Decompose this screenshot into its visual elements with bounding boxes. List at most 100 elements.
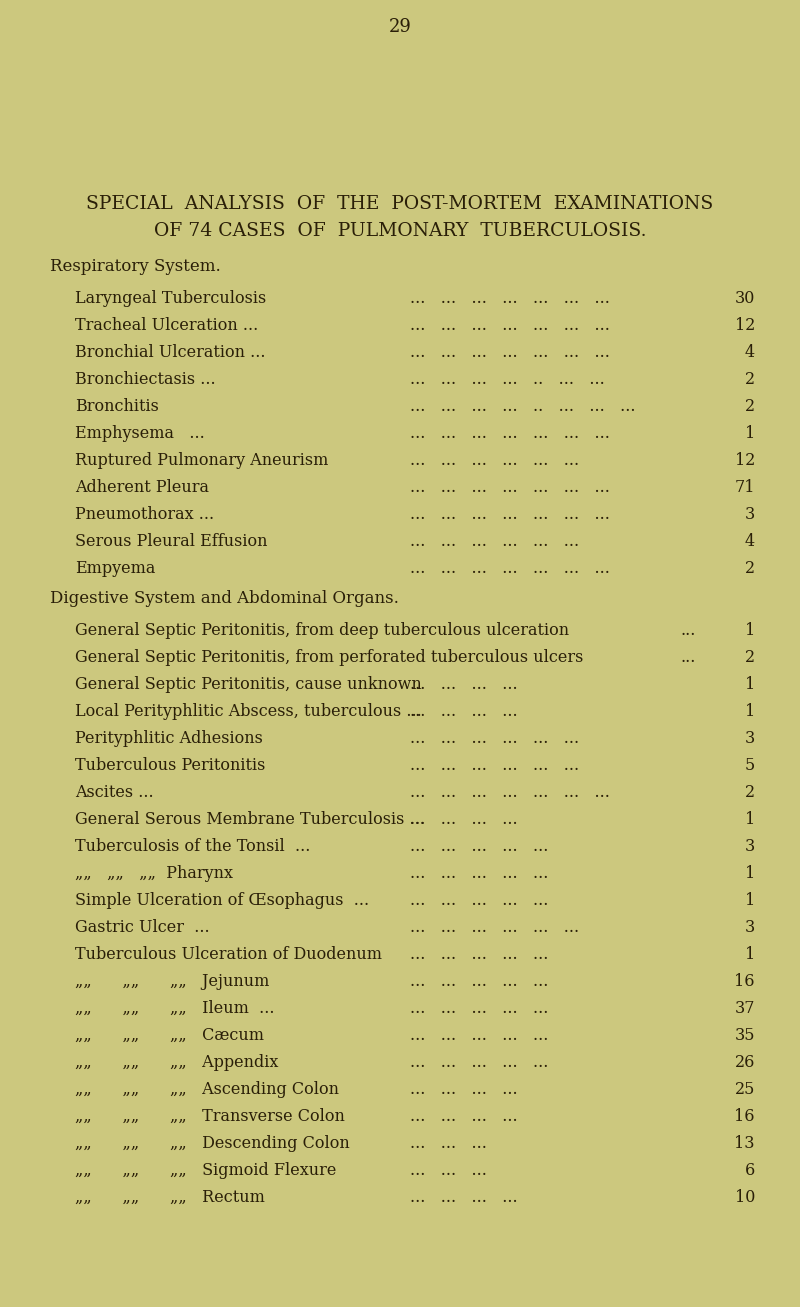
Text: Tuberculosis of the Tonsil  ...: Tuberculosis of the Tonsil ... <box>75 838 310 855</box>
Text: ...   ...   ...: ... ... ... <box>410 1162 487 1179</box>
Text: Adherent Pleura: Adherent Pleura <box>75 478 209 495</box>
Text: ...   ...   ...   ...   ...: ... ... ... ... ... <box>410 838 548 855</box>
Text: ...   ...   ...   ...   ...: ... ... ... ... ... <box>410 865 548 882</box>
Text: 2: 2 <box>745 399 755 416</box>
Text: 3: 3 <box>745 506 755 523</box>
Text: 26: 26 <box>734 1053 755 1070</box>
Text: ...   ...   ...   ...: ... ... ... ... <box>410 1081 518 1098</box>
Text: SPECIAL  ANALYSIS  OF  THE  POST-MORTEM  EXAMINATIONS: SPECIAL ANALYSIS OF THE POST-MORTEM EXAM… <box>86 195 714 213</box>
Text: ...   ...   ...   ...   ...: ... ... ... ... ... <box>410 946 548 963</box>
Text: 3: 3 <box>745 919 755 936</box>
Text: Perityphlitic Adhesions: Perityphlitic Adhesions <box>75 731 263 748</box>
Text: General Septic Peritonitis, from perforated tuberculous ulcers: General Septic Peritonitis, from perfora… <box>75 650 583 667</box>
Text: „„      „„      „„   Descending Colon: „„ „„ „„ Descending Colon <box>75 1134 350 1151</box>
Text: ...   ...   ...   ...   ...   ...   ...: ... ... ... ... ... ... ... <box>410 559 610 576</box>
Text: „„      „„      „„   Transverse Colon: „„ „„ „„ Transverse Colon <box>75 1108 345 1125</box>
Text: 1: 1 <box>745 946 755 963</box>
Text: „„      „„      „„   Ileum  ...: „„ „„ „„ Ileum ... <box>75 1000 274 1017</box>
Text: ...: ... <box>680 650 695 667</box>
Text: ...   ...   ...   ...: ... ... ... ... <box>410 1189 518 1206</box>
Text: 16: 16 <box>734 1108 755 1125</box>
Text: ...   ...   ...   ...   ...   ...   ...: ... ... ... ... ... ... ... <box>410 318 610 335</box>
Text: „„      „„      „„   Sigmoid Flexure: „„ „„ „„ Sigmoid Flexure <box>75 1162 336 1179</box>
Text: Bronchiectasis ...: Bronchiectasis ... <box>75 371 216 388</box>
Text: General Septic Peritonitis, cause unknown: General Septic Peritonitis, cause unknow… <box>75 676 422 693</box>
Text: ...: ... <box>680 622 695 639</box>
Text: ...   ...   ...   ...   ...   ...   ...: ... ... ... ... ... ... ... <box>410 506 610 523</box>
Text: 35: 35 <box>734 1027 755 1044</box>
Text: ...   ...   ...   ...: ... ... ... ... <box>410 676 518 693</box>
Text: ...   ...   ...   ...   ...   ...   ...: ... ... ... ... ... ... ... <box>410 425 610 442</box>
Text: General Septic Peritonitis, from deep tuberculous ulceration: General Septic Peritonitis, from deep tu… <box>75 622 569 639</box>
Text: „„      „„      „„   Ascending Colon: „„ „„ „„ Ascending Colon <box>75 1081 339 1098</box>
Text: ...   ...   ...   ...   ...   ...   ...: ... ... ... ... ... ... ... <box>410 290 610 307</box>
Text: 13: 13 <box>734 1134 755 1151</box>
Text: Simple Ulceration of Œsophagus  ...: Simple Ulceration of Œsophagus ... <box>75 891 369 908</box>
Text: Serous Pleural Effusion: Serous Pleural Effusion <box>75 533 267 550</box>
Text: 1: 1 <box>745 425 755 442</box>
Text: „„   „„   „„  Pharynx: „„ „„ „„ Pharynx <box>75 865 233 882</box>
Text: Ascites ...: Ascites ... <box>75 784 154 801</box>
Text: Ruptured Pulmonary Aneurism: Ruptured Pulmonary Aneurism <box>75 452 328 469</box>
Text: 10: 10 <box>734 1189 755 1206</box>
Text: Empyema: Empyema <box>75 559 155 576</box>
Text: Gastric Ulcer  ...: Gastric Ulcer ... <box>75 919 210 936</box>
Text: ...   ...   ...   ...   ...   ...   ...: ... ... ... ... ... ... ... <box>410 478 610 495</box>
Text: 1: 1 <box>745 865 755 882</box>
Text: ...   ...   ...   ...   ...: ... ... ... ... ... <box>410 891 548 908</box>
Text: 1: 1 <box>745 703 755 720</box>
Text: ...   ...   ...   ...   ...: ... ... ... ... ... <box>410 972 548 989</box>
Text: Local Perityphlitic Abscess, tuberculous ...: Local Perityphlitic Abscess, tuberculous… <box>75 703 422 720</box>
Text: 2: 2 <box>745 650 755 667</box>
Text: ...   ...   ...   ...   ...: ... ... ... ... ... <box>410 1053 548 1070</box>
Text: Emphysema   ...: Emphysema ... <box>75 425 205 442</box>
Text: 5: 5 <box>745 757 755 774</box>
Text: 30: 30 <box>734 290 755 307</box>
Text: Digestive System and Abdominal Organs.: Digestive System and Abdominal Organs. <box>50 589 399 606</box>
Text: Tuberculous Ulceration of Duodenum: Tuberculous Ulceration of Duodenum <box>75 946 382 963</box>
Text: 12: 12 <box>734 318 755 335</box>
Text: ...   ...   ...   ...   ...   ...: ... ... ... ... ... ... <box>410 757 579 774</box>
Text: 2: 2 <box>745 559 755 576</box>
Text: ...   ...   ...   ...   ..   ...   ...   ...: ... ... ... ... .. ... ... ... <box>410 399 635 416</box>
Text: OF 74 CASES  OF  PULMONARY  TUBERCULOSIS.: OF 74 CASES OF PULMONARY TUBERCULOSIS. <box>154 222 646 240</box>
Text: ...   ...   ...   ...: ... ... ... ... <box>410 703 518 720</box>
Text: Respiratory System.: Respiratory System. <box>50 257 221 274</box>
Text: 1: 1 <box>745 622 755 639</box>
Text: Bronchial Ulceration ...: Bronchial Ulceration ... <box>75 344 266 361</box>
Text: Pneumothorax ...: Pneumothorax ... <box>75 506 214 523</box>
Text: 12: 12 <box>734 452 755 469</box>
Text: ...   ...   ...   ...: ... ... ... ... <box>410 812 518 829</box>
Text: 3: 3 <box>745 731 755 748</box>
Text: ...   ...   ...: ... ... ... <box>410 1134 487 1151</box>
Text: Tracheal Ulceration ...: Tracheal Ulceration ... <box>75 318 258 335</box>
Text: 6: 6 <box>745 1162 755 1179</box>
Text: 2: 2 <box>745 784 755 801</box>
Text: „„      „„      „„   Rectum: „„ „„ „„ Rectum <box>75 1189 265 1206</box>
Text: ...   ...   ...   ...   ...   ...: ... ... ... ... ... ... <box>410 731 579 748</box>
Text: „„      „„      „„   Appendix: „„ „„ „„ Appendix <box>75 1053 278 1070</box>
Text: 71: 71 <box>734 478 755 495</box>
Text: ...   ...   ...   ...: ... ... ... ... <box>410 1108 518 1125</box>
Text: Tuberculous Peritonitis: Tuberculous Peritonitis <box>75 757 266 774</box>
Text: ...   ...   ...   ...   ...   ...: ... ... ... ... ... ... <box>410 919 579 936</box>
Text: Bronchitis: Bronchitis <box>75 399 159 416</box>
Text: 1: 1 <box>745 676 755 693</box>
Text: Laryngeal Tuberculosis: Laryngeal Tuberculosis <box>75 290 266 307</box>
Text: General Serous Membrane Tuberculosis ...: General Serous Membrane Tuberculosis ... <box>75 812 425 829</box>
Text: „„      „„      „„   Cæcum: „„ „„ „„ Cæcum <box>75 1027 264 1044</box>
Text: ...   ...   ...   ...   ...: ... ... ... ... ... <box>410 1027 548 1044</box>
Text: 25: 25 <box>734 1081 755 1098</box>
Text: ...   ...   ...   ...   ...   ...   ...: ... ... ... ... ... ... ... <box>410 344 610 361</box>
Text: 3: 3 <box>745 838 755 855</box>
Text: 1: 1 <box>745 812 755 829</box>
Text: 4: 4 <box>745 533 755 550</box>
Text: 37: 37 <box>734 1000 755 1017</box>
Text: „„      „„      „„   Jejunum: „„ „„ „„ Jejunum <box>75 972 270 989</box>
Text: ...   ...   ...   ...   ...   ...   ...: ... ... ... ... ... ... ... <box>410 784 610 801</box>
Text: 4: 4 <box>745 344 755 361</box>
Text: ...   ...   ...   ...   ...   ...: ... ... ... ... ... ... <box>410 452 579 469</box>
Text: 29: 29 <box>389 18 411 37</box>
Text: 16: 16 <box>734 972 755 989</box>
Text: ...   ...   ...   ...   ..   ...   ...: ... ... ... ... .. ... ... <box>410 371 605 388</box>
